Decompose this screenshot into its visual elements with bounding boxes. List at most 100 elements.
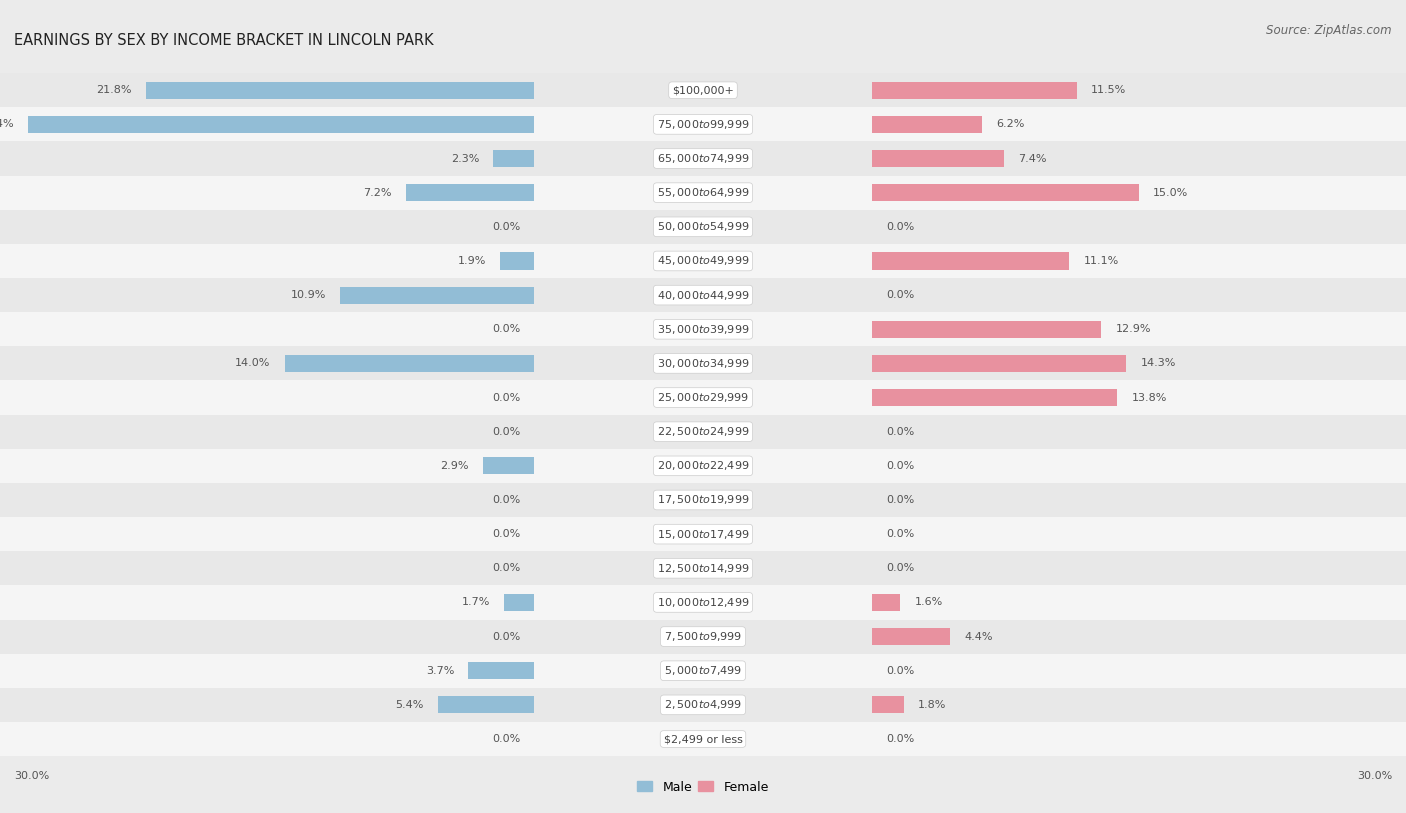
Text: 1.9%: 1.9% <box>458 256 486 266</box>
Text: 6.2%: 6.2% <box>997 120 1025 129</box>
Bar <box>534 688 872 722</box>
Bar <box>872 73 1406 107</box>
Text: 1.6%: 1.6% <box>914 598 942 607</box>
Bar <box>872 244 1406 278</box>
Bar <box>534 312 872 346</box>
Bar <box>146 82 534 98</box>
Bar <box>285 355 534 372</box>
Bar <box>872 82 1077 98</box>
Bar <box>534 654 872 688</box>
Bar <box>534 141 872 176</box>
Bar <box>28 116 534 133</box>
Bar <box>0 380 534 415</box>
Bar <box>534 585 872 620</box>
Bar <box>0 654 534 688</box>
Text: $22,500 to $24,999: $22,500 to $24,999 <box>657 425 749 438</box>
Bar <box>872 210 1406 244</box>
Bar <box>872 628 950 646</box>
Bar <box>0 141 534 176</box>
Text: 0.0%: 0.0% <box>492 393 520 402</box>
Text: 0.0%: 0.0% <box>492 632 520 641</box>
Text: 7.2%: 7.2% <box>363 188 392 198</box>
Bar <box>534 449 872 483</box>
Bar <box>534 346 872 380</box>
Text: 2.9%: 2.9% <box>440 461 468 471</box>
Text: 12.9%: 12.9% <box>1116 324 1152 334</box>
Bar <box>0 107 534 141</box>
Text: $2,500 to $4,999: $2,500 to $4,999 <box>664 698 742 711</box>
Text: 0.0%: 0.0% <box>492 734 520 744</box>
Text: $12,500 to $14,999: $12,500 to $14,999 <box>657 562 749 575</box>
Bar <box>534 73 872 107</box>
Bar <box>534 210 872 244</box>
Bar <box>872 320 1101 338</box>
Bar <box>534 415 872 449</box>
Bar <box>0 346 534 380</box>
Bar <box>872 278 1406 312</box>
Text: $40,000 to $44,999: $40,000 to $44,999 <box>657 289 749 302</box>
Bar <box>340 287 534 304</box>
Text: 0.0%: 0.0% <box>886 563 914 573</box>
Text: 5.4%: 5.4% <box>395 700 423 710</box>
Bar <box>482 457 534 475</box>
Text: 2.3%: 2.3% <box>451 154 479 163</box>
Bar <box>872 389 1118 406</box>
Bar <box>0 449 534 483</box>
Bar <box>0 210 534 244</box>
Bar <box>0 278 534 312</box>
Bar <box>406 185 534 202</box>
Text: $50,000 to $54,999: $50,000 to $54,999 <box>657 220 749 233</box>
Text: 15.0%: 15.0% <box>1153 188 1188 198</box>
Bar <box>0 483 534 517</box>
Bar <box>0 415 534 449</box>
Text: $55,000 to $64,999: $55,000 to $64,999 <box>657 186 749 199</box>
Bar <box>872 107 1406 141</box>
Bar <box>872 312 1406 346</box>
Text: 0.0%: 0.0% <box>886 222 914 232</box>
Bar <box>0 722 534 756</box>
Text: 1.8%: 1.8% <box>918 700 946 710</box>
Bar <box>534 722 872 756</box>
Bar <box>534 620 872 654</box>
Text: $45,000 to $49,999: $45,000 to $49,999 <box>657 254 749 267</box>
Bar <box>0 517 534 551</box>
Text: 10.9%: 10.9% <box>291 290 326 300</box>
Bar <box>872 593 900 611</box>
Bar <box>534 107 872 141</box>
Text: 0.0%: 0.0% <box>886 461 914 471</box>
Bar <box>0 688 534 722</box>
Text: 0.0%: 0.0% <box>886 734 914 744</box>
Bar <box>534 517 872 551</box>
Text: 0.0%: 0.0% <box>492 529 520 539</box>
Bar <box>0 312 534 346</box>
Text: Source: ZipAtlas.com: Source: ZipAtlas.com <box>1267 24 1392 37</box>
Bar <box>872 551 1406 585</box>
Text: $10,000 to $12,499: $10,000 to $12,499 <box>657 596 749 609</box>
Text: $30,000 to $34,999: $30,000 to $34,999 <box>657 357 749 370</box>
Bar <box>872 355 1126 372</box>
Text: 3.7%: 3.7% <box>426 666 454 676</box>
Bar <box>468 662 534 680</box>
Bar <box>0 551 534 585</box>
Bar <box>872 688 1406 722</box>
Text: $35,000 to $39,999: $35,000 to $39,999 <box>657 323 749 336</box>
Text: 0.0%: 0.0% <box>492 324 520 334</box>
Bar <box>534 551 872 585</box>
Text: 0.0%: 0.0% <box>886 529 914 539</box>
Bar <box>872 517 1406 551</box>
Bar <box>872 585 1406 620</box>
Bar <box>872 696 904 714</box>
Text: 0.0%: 0.0% <box>492 222 520 232</box>
Text: $5,000 to $7,499: $5,000 to $7,499 <box>664 664 742 677</box>
Bar <box>0 244 534 278</box>
Bar <box>494 150 534 167</box>
Bar <box>872 620 1406 654</box>
Text: 14.3%: 14.3% <box>1140 359 1175 368</box>
Text: 0.0%: 0.0% <box>886 427 914 437</box>
Text: 1.7%: 1.7% <box>461 598 489 607</box>
Bar <box>439 696 534 714</box>
Bar <box>534 380 872 415</box>
Text: 0.0%: 0.0% <box>886 495 914 505</box>
Text: 0.0%: 0.0% <box>886 666 914 676</box>
Text: 4.4%: 4.4% <box>965 632 993 641</box>
